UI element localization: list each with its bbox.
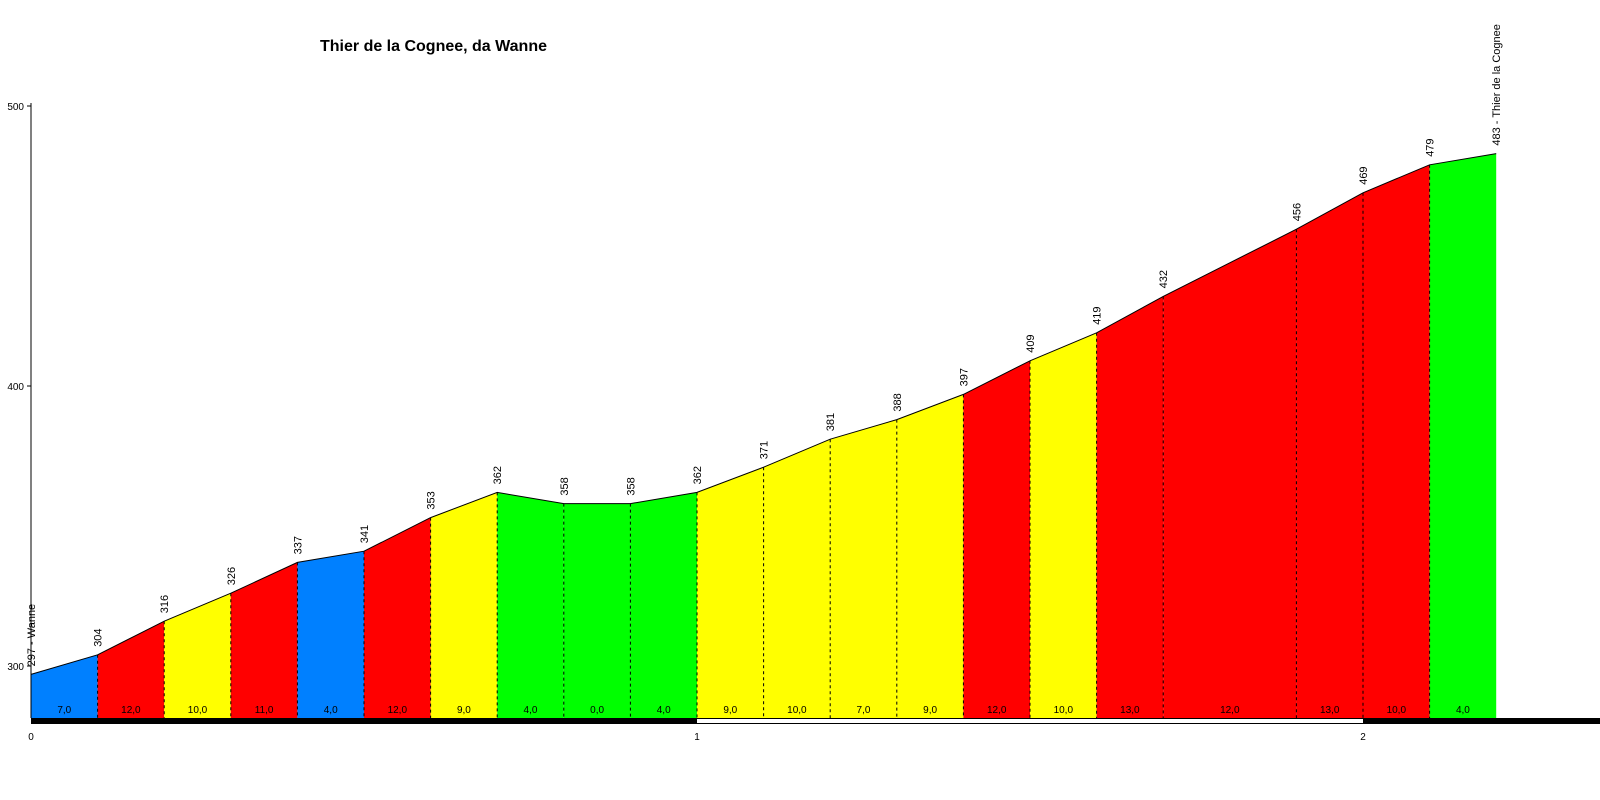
y-tick-label: 500: [7, 102, 24, 113]
elevation-label: 353: [426, 491, 438, 509]
segment-areas: [31, 153, 1497, 719]
x-tick-label: 2: [1360, 732, 1366, 743]
elevation-label: 432: [1158, 270, 1170, 288]
elevation-label: 479: [1425, 138, 1437, 156]
gradient-label: 10,0: [188, 705, 208, 716]
gradient-label: 12,0: [121, 705, 141, 716]
elevation-label: 304: [93, 628, 105, 646]
segment-area-15: [963, 360, 1030, 718]
gradient-label: 7,0: [857, 705, 871, 716]
profile-line: [30, 153, 1497, 675]
gradient-label: 13,0: [1120, 705, 1140, 716]
y-tick-label: 400: [7, 382, 24, 393]
segment-area-13: [830, 419, 897, 718]
elevation-label: 483 - Thier de la Cognee: [1491, 24, 1503, 146]
profile-line-group: [30, 153, 1497, 675]
gradient-label: 4,0: [524, 705, 538, 716]
distance-bar-km-band: [697, 719, 1363, 723]
elevation-label: 358: [625, 477, 637, 495]
x-tick-label: 0: [28, 732, 34, 743]
gradient-label: 10,0: [1054, 705, 1074, 716]
segment-area-8: [497, 492, 564, 718]
segment-area-17: [1096, 296, 1164, 718]
elevation-label: 362: [692, 466, 704, 484]
elevation-label: 397: [958, 368, 970, 386]
gradient-label: 13,0: [1320, 705, 1340, 716]
axes: 300 400 500 0 1 2: [7, 102, 1600, 743]
segment-area-11: [697, 467, 764, 718]
y-tick-label: 300: [7, 662, 24, 673]
gradient-label: 9,0: [923, 705, 937, 716]
elevation-label: 469: [1358, 166, 1370, 184]
gradient-label: 4,0: [324, 705, 338, 716]
elevation-label: 316: [159, 595, 171, 613]
gradient-label: 9,0: [457, 705, 471, 716]
segment-area-1: [31, 654, 98, 718]
segment-area-3: [164, 593, 231, 718]
gradient-label: 12,0: [1220, 705, 1240, 716]
segment-area-12: [763, 439, 831, 718]
elevation-label: 381: [825, 413, 837, 431]
gradient-label: 4,0: [1456, 705, 1470, 716]
segment-area-14: [896, 394, 964, 718]
elevation-label: 388: [892, 393, 904, 411]
segment-area-5: [297, 551, 364, 718]
gradient-label: 10,0: [787, 705, 807, 716]
gradient-label: 4,0: [657, 705, 671, 716]
segment-area-18: [1163, 229, 1297, 718]
gradient-label: 12,0: [987, 705, 1007, 716]
segment-area-20: [1363, 164, 1430, 719]
chart-title: Thier de la Cognee, da Wanne: [320, 38, 547, 55]
elevation-label: 326: [226, 567, 238, 585]
gradient-label: 7,0: [57, 705, 71, 716]
elevation-label: 419: [1092, 306, 1104, 324]
elevation-labels: 297 - Wanne 304 316 326 337 341 353 362 358 358 36…: [26, 24, 1503, 666]
elevation-label: 337: [292, 536, 304, 554]
segment-area-21: [1429, 153, 1497, 719]
segment-area-9: [563, 503, 631, 718]
x-tick-label: 1: [694, 732, 700, 743]
segment-area-4: [230, 562, 298, 718]
gradient-label: 11,0: [255, 705, 274, 716]
segment-area-19: [1296, 192, 1363, 719]
segment-area-6: [364, 517, 431, 718]
elevation-label: 362: [492, 466, 504, 484]
segment-area-7: [430, 492, 498, 718]
gradient-labels: 7,0 12,0 10,0 11,0 4,0 12,0 9,0 4,0 0,0 4,0 9,0 10,…: [57, 705, 1470, 716]
gradient-label: 12,0: [388, 705, 408, 716]
elevation-label: 341: [359, 525, 371, 543]
segment-dividers: [97, 164, 1431, 718]
elevation-label: 371: [759, 441, 771, 459]
elevation-label: 456: [1291, 203, 1303, 221]
segment-area-16: [1030, 332, 1097, 718]
segment-area-2: [97, 621, 165, 718]
elevation-label: 409: [1025, 334, 1037, 352]
segment-area-10: [630, 492, 697, 718]
gradient-label: 10,0: [1387, 705, 1407, 716]
elevation-label: 358: [559, 477, 571, 495]
gradient-label: 9,0: [723, 705, 737, 716]
elevation-label: 297 - Wanne: [26, 604, 38, 667]
gradient-label: 0,0: [590, 705, 604, 716]
